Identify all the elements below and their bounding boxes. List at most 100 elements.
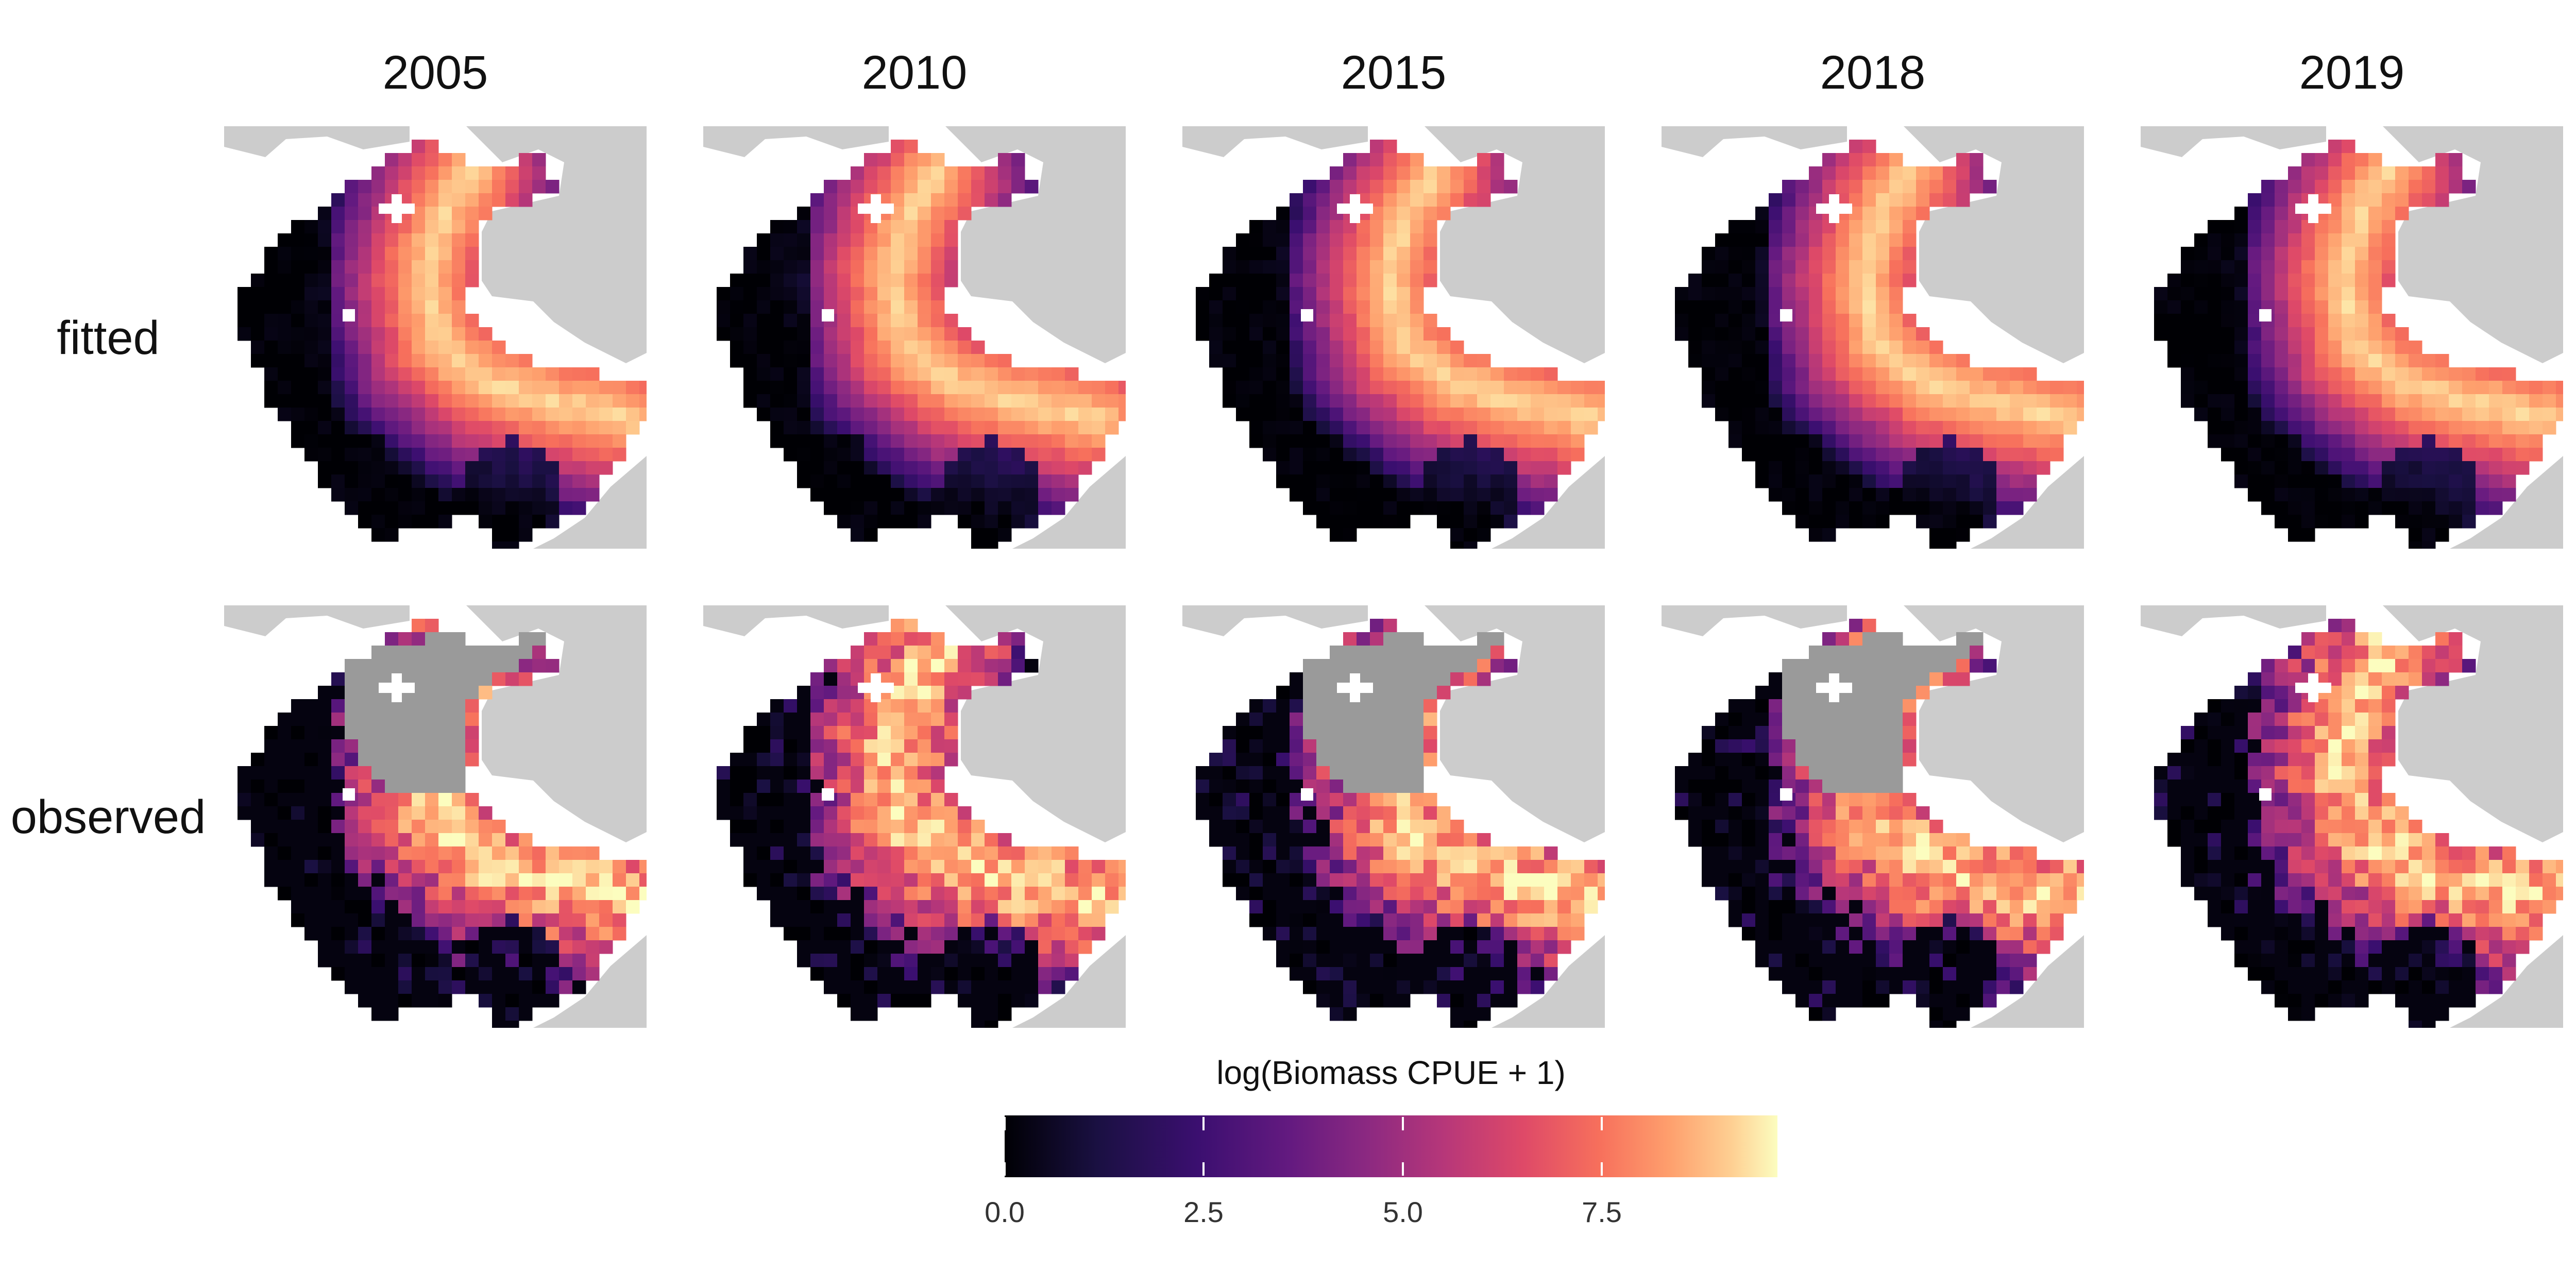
map-cell xyxy=(2409,354,2422,368)
map-cell xyxy=(264,394,278,408)
map-cell xyxy=(2010,967,2024,981)
map-cell xyxy=(2208,300,2222,314)
map-cell xyxy=(452,766,466,780)
map-cell xyxy=(1849,927,1863,941)
map-cell xyxy=(2516,381,2530,395)
map-cell xyxy=(318,327,332,341)
map-cell xyxy=(864,739,878,753)
map-cell xyxy=(904,448,918,462)
map-cell xyxy=(2315,260,2329,274)
map-cell xyxy=(1357,793,1370,807)
map-cell xyxy=(1410,927,1424,941)
map-cell xyxy=(2449,381,2463,395)
map-cell xyxy=(2288,341,2302,354)
map-cell xyxy=(412,153,426,167)
map-cell xyxy=(2010,501,2024,515)
map-cell xyxy=(345,207,359,221)
map-cell xyxy=(1809,820,1823,834)
map-cell xyxy=(998,193,1012,207)
map-cell xyxy=(1849,394,1863,408)
map-cell xyxy=(1464,833,1478,847)
map-cell xyxy=(851,327,865,341)
map-cell xyxy=(2221,233,2235,247)
map-cell xyxy=(891,900,905,914)
map-cell xyxy=(1223,327,1236,341)
map-cell xyxy=(1303,408,1317,421)
map-cell xyxy=(1889,474,1903,488)
map-cell xyxy=(479,207,493,221)
map-cell xyxy=(492,193,506,207)
map-cell xyxy=(425,646,439,659)
map-cell xyxy=(2010,913,2024,927)
map-cell xyxy=(1383,488,1397,502)
map-cell xyxy=(1397,314,1411,328)
map-cell xyxy=(904,394,918,408)
map-cell xyxy=(1011,873,1025,887)
map-cell xyxy=(425,619,439,633)
map-cell xyxy=(1903,341,1917,354)
map-cell xyxy=(1822,166,1836,180)
map-cell xyxy=(304,260,318,274)
map-cell xyxy=(1249,860,1263,874)
map-cell xyxy=(1970,421,1984,435)
map-cell xyxy=(1916,994,1930,1008)
map-cell xyxy=(770,233,784,247)
map-cell xyxy=(358,421,372,435)
map-cell xyxy=(412,873,426,887)
map-cell xyxy=(2077,887,2084,901)
map-cell xyxy=(2489,381,2503,395)
map-cell xyxy=(2275,408,2289,421)
map-cell xyxy=(331,287,345,301)
map-cell xyxy=(1276,394,1290,408)
map-cell xyxy=(1836,488,1850,502)
map-cell xyxy=(971,954,985,968)
map-cell xyxy=(1795,779,1809,793)
map-cell xyxy=(345,873,359,887)
map-cell xyxy=(944,394,958,408)
map-cell xyxy=(2409,421,2422,435)
map-cell xyxy=(2409,381,2422,395)
map-cell xyxy=(505,501,519,515)
map-cell xyxy=(291,833,305,847)
map-cell xyxy=(1822,354,1836,368)
map-cell xyxy=(2023,434,2037,448)
map-cell xyxy=(1822,474,1836,488)
map-cell xyxy=(2395,672,2409,686)
map-cell xyxy=(304,341,318,354)
map-cell xyxy=(318,448,332,462)
map-cell xyxy=(2010,461,2024,475)
map-cell xyxy=(1755,806,1769,820)
map-cell xyxy=(1025,967,1039,981)
map-cell xyxy=(971,166,985,180)
map-cell xyxy=(1769,394,1783,408)
map-cell xyxy=(1769,846,1783,860)
map-cell xyxy=(730,753,744,767)
map-cell xyxy=(1477,354,1491,368)
map-cell xyxy=(1316,994,1330,1008)
map-cell xyxy=(452,699,466,713)
map-cell xyxy=(1929,900,1943,914)
map-cell xyxy=(810,739,824,753)
map-cell xyxy=(1370,860,1384,874)
map-cell xyxy=(891,153,905,167)
map-cell xyxy=(1769,873,1783,887)
map-cell xyxy=(318,860,332,874)
map-cell xyxy=(743,860,757,874)
map-cell xyxy=(345,980,359,994)
map-cell xyxy=(1397,726,1411,740)
map-cell xyxy=(931,726,945,740)
map-cell xyxy=(1236,753,1250,767)
map-cell xyxy=(505,461,519,475)
map-cell xyxy=(1970,180,1984,194)
map-cell xyxy=(1437,900,1451,914)
map-cell xyxy=(318,314,332,328)
map-cell xyxy=(1862,833,1876,847)
map-cell xyxy=(1330,501,1344,515)
map-cell xyxy=(877,247,891,261)
map-cell xyxy=(904,515,918,529)
map-cell xyxy=(770,327,784,341)
map-cell xyxy=(931,846,945,860)
map-cell xyxy=(492,448,506,462)
map-cell xyxy=(586,461,600,475)
map-cell xyxy=(1450,381,1464,395)
